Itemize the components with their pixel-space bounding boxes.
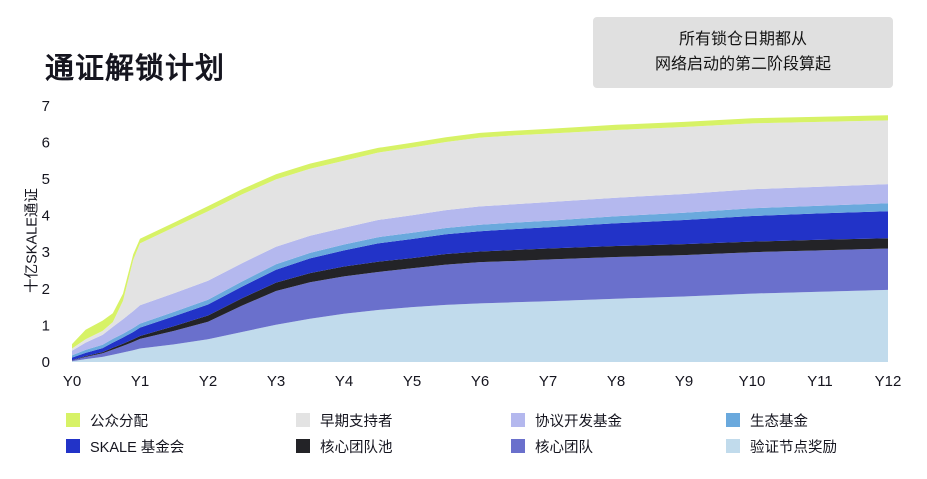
legend-label-protocol-dev-fund: 协议开发基金 [535, 413, 622, 430]
legend-swatch-validator-rewards [726, 439, 740, 453]
area-protocol-dev-fund [72, 184, 888, 356]
lockup-note-line1: 所有锁仓日期都从 [678, 30, 807, 48]
x-tick-Y9: Y9 [675, 373, 693, 390]
x-tick-Y1: Y1 [131, 373, 149, 390]
legend-item-public-allocation: 公众分配 [66, 412, 296, 430]
y-tick-2: 2 [42, 281, 50, 298]
x-tick-Y4: Y4 [335, 373, 353, 390]
legend-label-core-team-pool: 核心团队池 [320, 439, 393, 456]
y-tick-1: 1 [42, 317, 50, 334]
legend-item-core-team-pool: 核心团队池 [296, 438, 511, 456]
legend-swatch-eco-fund [726, 413, 740, 427]
y-tick-6: 6 [42, 134, 50, 151]
lockup-note-box: 所有锁仓日期都从 网络启动的第二阶段算起 [593, 17, 893, 88]
page-title: 通证解锁计划 [45, 53, 226, 86]
area-skale-foundation [72, 211, 888, 361]
legend-item-core-team: 核心团队 [511, 438, 726, 456]
x-tick-Y8: Y8 [607, 373, 625, 390]
y-tick-5: 5 [42, 171, 50, 188]
area-validator-rewards [72, 289, 888, 362]
area-core-team [72, 248, 888, 362]
x-tick-Y3: Y3 [267, 373, 285, 390]
area-early-supporters [72, 120, 888, 351]
legend-swatch-core-team-pool [296, 439, 310, 453]
legend-swatch-skale-foundation [66, 439, 80, 453]
x-tick-Y5: Y5 [403, 373, 421, 390]
legend-item-protocol-dev-fund: 协议开发基金 [511, 412, 726, 430]
unlock-chart: 0 1 2 3 4 5 6 7 Y0 Y1 Y2 Y3 Y4 Y5 Y6 Y7 Y8 Y9 Y10 Y11 Y12 [42, 98, 902, 390]
legend-label-skale-foundation: SKALE 基金会 [90, 439, 185, 456]
legend-label-early-supporters: 早期支持者 [320, 413, 393, 430]
x-tick-Y11: Y11 [807, 373, 833, 390]
legend-label-validator-rewards: 验证节点奖励 [750, 439, 837, 456]
legend-swatch-core-team [511, 439, 525, 453]
x-tick-Y2: Y2 [199, 373, 217, 390]
x-tick-Y10: Y10 [739, 373, 766, 390]
legend-item-validator-rewards: 验证节点奖励 [726, 438, 896, 456]
x-tick-Y0: Y0 [63, 373, 81, 390]
y-tick-4: 4 [42, 208, 50, 225]
legend-label-public-allocation: 公众分配 [90, 413, 148, 430]
legend-swatch-public-allocation [66, 413, 80, 427]
legend-item-eco-fund: 生态基金 [726, 412, 896, 430]
y-tick-3: 3 [42, 244, 50, 261]
legend-swatch-protocol-dev-fund [511, 413, 525, 427]
legend-label-eco-fund: 生态基金 [750, 413, 808, 430]
legend-label-core-team: 核心团队 [535, 439, 593, 456]
area-core-team-pool [72, 238, 888, 361]
x-tick-Y7: Y7 [539, 373, 557, 390]
legend-swatch-early-supporters [296, 413, 310, 427]
chart-legend: 公众分配 早期支持者 协议开发基金 生态基金 SKALE 基金会 核心团队池 核心团队 验证节… [66, 412, 896, 456]
lockup-note-line2: 网络启动的第二阶段算起 [654, 55, 831, 73]
legend-item-skale-foundation: SKALE 基金会 [66, 438, 296, 456]
x-tick-Y12: Y12 [875, 373, 902, 390]
y-tick-0: 0 [42, 354, 50, 371]
y-tick-7: 7 [42, 98, 50, 115]
x-tick-Y6: Y6 [471, 373, 489, 390]
legend-item-early-supporters: 早期支持者 [296, 412, 511, 430]
